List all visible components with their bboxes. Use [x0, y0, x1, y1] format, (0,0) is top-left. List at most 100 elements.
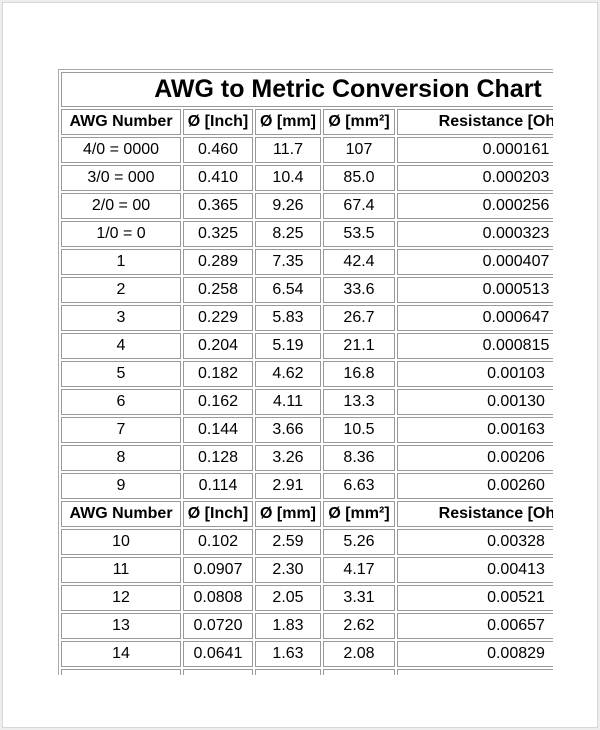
cell: 5.19	[255, 333, 321, 359]
cell: 8.25	[255, 221, 321, 247]
cell: 0.00130	[397, 389, 553, 415]
data-row: 3 0.229 5.83 26.7 0.000647	[61, 305, 553, 331]
cell: 0.000203	[397, 165, 553, 191]
data-row: 12 0.0808 2.05 3.31 0.00521	[61, 585, 553, 611]
cell: 1.83	[255, 613, 321, 639]
table-title: AWG to Metric Conversion Chart	[61, 72, 553, 107]
header-cell: Ø [Inch]	[183, 501, 253, 527]
data-row: 4 0.204 5.19 21.1 0.000815	[61, 333, 553, 359]
header-row: AWG Number Ø [Inch] Ø [mm] Ø [mm²] Resistanc…	[61, 501, 553, 527]
title-row: AWG to Metric Conversion Chart	[61, 72, 553, 107]
cell: 0.00328	[397, 529, 553, 555]
cell: 0.000256	[397, 193, 553, 219]
cell: 9.26	[255, 193, 321, 219]
data-row: 1/0 = 0 0.325 8.25 53.5 0.000323	[61, 221, 553, 247]
header-cell: Ø [mm²]	[323, 501, 395, 527]
cell: 1/0 = 0	[61, 221, 181, 247]
cell: 5.83	[255, 305, 321, 331]
cell: 2/0 = 00	[61, 193, 181, 219]
table-viewport: AWG to Metric Conversion Chart AWG Numbe…	[58, 69, 553, 675]
cell: 0.000323	[397, 221, 553, 247]
cell: 4/0 = 0000	[61, 137, 181, 163]
cell: 0.460	[183, 137, 253, 163]
cell: 0.00657	[397, 613, 553, 639]
cell: 2.91	[255, 473, 321, 499]
data-row: 2/0 = 00 0.365 9.26 67.4 0.000256	[61, 193, 553, 219]
data-row: 9 0.114 2.91 6.63 0.00260	[61, 473, 553, 499]
cell: 6.54	[255, 277, 321, 303]
cell: 0.000407	[397, 249, 553, 275]
cell: 0.0104	[397, 669, 553, 675]
cell: 0.00103	[397, 361, 553, 387]
cell: 8.36	[323, 445, 395, 471]
cell: 0.000161	[397, 137, 553, 163]
cell: 1	[61, 249, 181, 275]
cell: 13.3	[323, 389, 395, 415]
cell: 0.00206	[397, 445, 553, 471]
data-row: 3/0 = 000 0.410 10.4 85.0 0.000203	[61, 165, 553, 191]
cell: 3.26	[255, 445, 321, 471]
data-row: 6 0.162 4.11 13.3 0.00130	[61, 389, 553, 415]
header-cell: Ø [Inch]	[183, 109, 253, 135]
cell: 0.114	[183, 473, 253, 499]
cell: 0.102	[183, 529, 253, 555]
cell: 4.62	[255, 361, 321, 387]
cell: 0.128	[183, 445, 253, 471]
data-row: 8 0.128 3.26 8.36 0.00206	[61, 445, 553, 471]
cell: 8	[61, 445, 181, 471]
cell: 0.289	[183, 249, 253, 275]
header-cell: Ø [mm²]	[323, 109, 395, 135]
cell: 0.410	[183, 165, 253, 191]
cell: 2.05	[255, 585, 321, 611]
cell: 4	[61, 333, 181, 359]
cell: 16.8	[323, 361, 395, 387]
cell: 0.258	[183, 277, 253, 303]
cell: 4.17	[323, 557, 395, 583]
cell: 7	[61, 417, 181, 443]
cell: 0.00521	[397, 585, 553, 611]
cell: 0.00163	[397, 417, 553, 443]
cell: 21.1	[323, 333, 395, 359]
cell: 5	[61, 361, 181, 387]
header-cell: AWG Number	[61, 501, 181, 527]
cell: 42.4	[323, 249, 395, 275]
cell: 0.000647	[397, 305, 553, 331]
cell: 1.63	[255, 641, 321, 667]
cell: 0.144	[183, 417, 253, 443]
cell: 107	[323, 137, 395, 163]
cell: 3/0 = 000	[61, 165, 181, 191]
data-row: 11 0.0907 2.30 4.17 0.00413	[61, 557, 553, 583]
cell: 0.325	[183, 221, 253, 247]
cell: 10.5	[323, 417, 395, 443]
cell: 33.6	[323, 277, 395, 303]
cell: 0.365	[183, 193, 253, 219]
data-row: 14 0.0641 1.63 2.08 0.00829	[61, 641, 553, 667]
data-row: 7 0.144 3.66 10.5 0.00163	[61, 417, 553, 443]
cell: 4.11	[255, 389, 321, 415]
data-row: 150.05711.451.650.0104	[61, 669, 553, 675]
header-cell: Ø [mm]	[255, 501, 321, 527]
cell: 0.204	[183, 333, 253, 359]
data-row: 10 0.102 2.59 5.26 0.00328	[61, 529, 553, 555]
cell: 0.000815	[397, 333, 553, 359]
cell: 85.0	[323, 165, 395, 191]
cell: 0.00829	[397, 641, 553, 667]
header-cell: Resistance [Ohm/m]	[397, 109, 553, 135]
cell: 6.63	[323, 473, 395, 499]
cell: 10.4	[255, 165, 321, 191]
data-row: 5 0.182 4.62 16.8 0.00103	[61, 361, 553, 387]
cell: 11	[61, 557, 181, 583]
cell: 2.30	[255, 557, 321, 583]
cell: 26.7	[323, 305, 395, 331]
data-row: 4/0 = 0000 0.460 11.7 107 0.000161	[61, 137, 553, 163]
cell: 0.0720	[183, 613, 253, 639]
cell: 5.26	[323, 529, 395, 555]
header-cell: AWG Number	[61, 109, 181, 135]
cell: 1.65	[323, 669, 395, 675]
cell: 2.62	[323, 613, 395, 639]
cell: 9	[61, 473, 181, 499]
cell: 0.0808	[183, 585, 253, 611]
data-row: 13 0.0720 1.83 2.62 0.00657	[61, 613, 553, 639]
